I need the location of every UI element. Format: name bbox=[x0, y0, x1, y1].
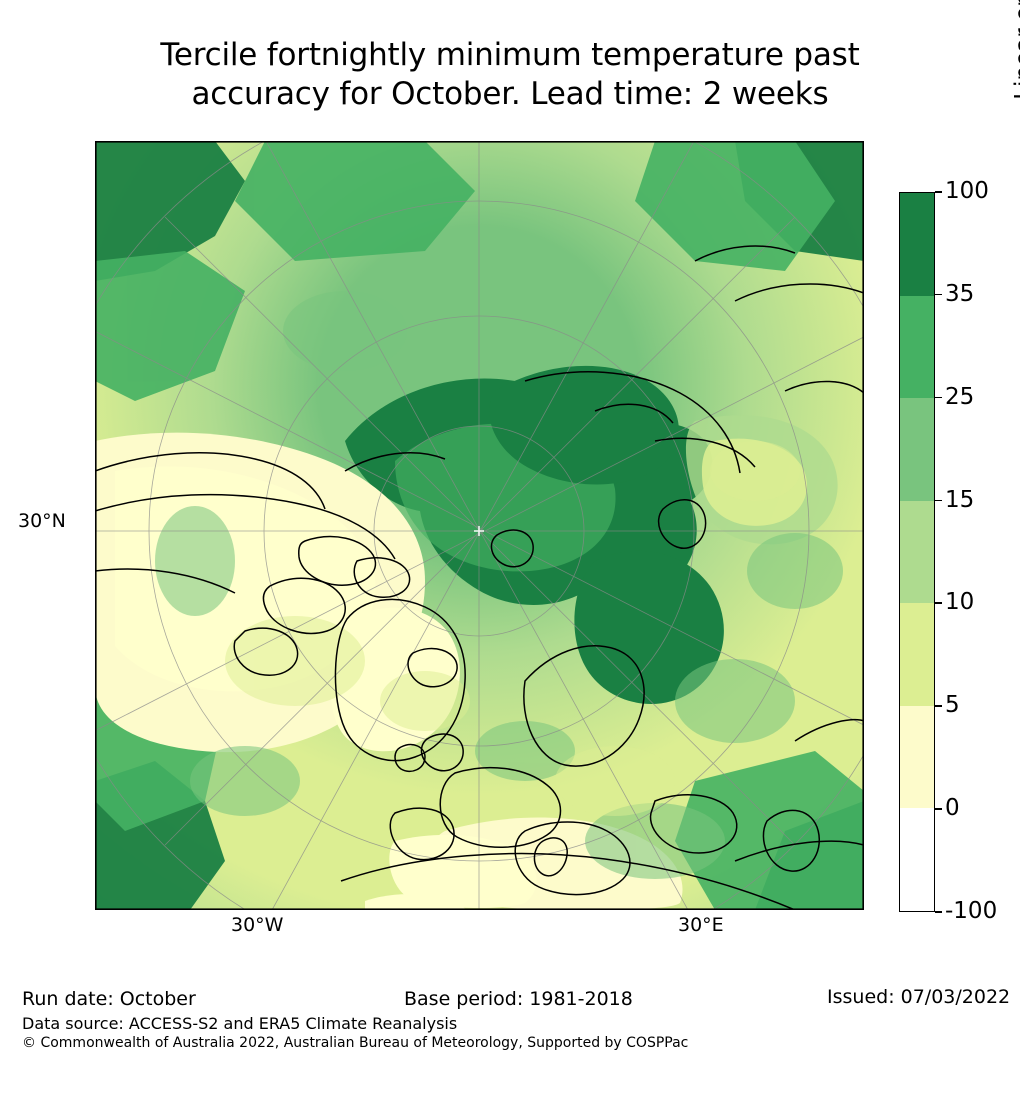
colorbar-title-text: Linear error in probability space skill … bbox=[1011, 0, 1020, 100]
colorbar-tick-text: 0 bbox=[945, 795, 960, 822]
colorbar-tick-mark bbox=[935, 396, 942, 399]
colorbar-band-1 bbox=[900, 295, 934, 399]
colorbar-tick-mark bbox=[935, 191, 942, 193]
colorbar-band-5 bbox=[900, 705, 934, 809]
colorbar-tick-text: 15 bbox=[945, 486, 975, 513]
colorbar-tick-text: -100 bbox=[945, 898, 998, 924]
colorbar-band-3 bbox=[900, 500, 934, 604]
colorbar-tick-mark bbox=[935, 911, 942, 913]
colorbar-tick-mark bbox=[935, 602, 942, 605]
axis-tick-label-30e: 30°E bbox=[678, 914, 724, 936]
colorbar-band-4 bbox=[900, 603, 934, 706]
polar-stereographic-map bbox=[95, 141, 864, 910]
pole-marker bbox=[474, 526, 484, 536]
map-plot-area bbox=[95, 141, 864, 910]
colorbar-tick-labels: 100 35 25 15 10 5 0 -100 bbox=[935, 178, 1020, 924]
title-line-1: Tercile fortnightly minimum temperature … bbox=[160, 37, 860, 73]
colorbar-tick-text: 25 bbox=[945, 383, 975, 410]
colorbar bbox=[899, 192, 935, 912]
colorbar-title: Linear error in probability space skill … bbox=[1001, 0, 1020, 192]
issued-date-label: Issued: 07/03/2022 bbox=[827, 986, 1011, 1008]
colorbar-tick-text: 10 bbox=[945, 589, 975, 616]
title-line-2: accuracy for October. Lead time: 2 weeks bbox=[191, 76, 829, 112]
colorbar-tick-text: 100 bbox=[945, 178, 989, 204]
colorbar-tick-text: 35 bbox=[945, 280, 975, 307]
colorbar-band-2 bbox=[900, 398, 934, 501]
base-period-label: Base period: 1981-2018 bbox=[404, 988, 633, 1010]
colorbar-tick-mark bbox=[935, 705, 942, 707]
run-date-label: Run date: October bbox=[22, 988, 196, 1010]
page-title: Tercile fortnightly minimum temperature … bbox=[0, 36, 1020, 114]
colorbar-tick-mark bbox=[935, 499, 942, 502]
colorbar-tick-text: 5 bbox=[945, 692, 960, 719]
copyright-label: © Commonwealth of Australia 2022, Austra… bbox=[22, 1035, 689, 1051]
data-source-label: Data source: ACCESS-S2 and ERA5 Climate … bbox=[22, 1014, 458, 1033]
coastlines bbox=[95, 245, 864, 910]
colorbar-tick-mark bbox=[935, 808, 942, 810]
colorbar-band-0 bbox=[900, 193, 934, 296]
colorbar-band-6 bbox=[900, 808, 934, 911]
colorbar-tick-mark bbox=[935, 293, 942, 296]
axis-tick-label-30w: 30°W bbox=[231, 914, 284, 936]
axis-tick-label-30n: 30°N bbox=[18, 510, 66, 532]
